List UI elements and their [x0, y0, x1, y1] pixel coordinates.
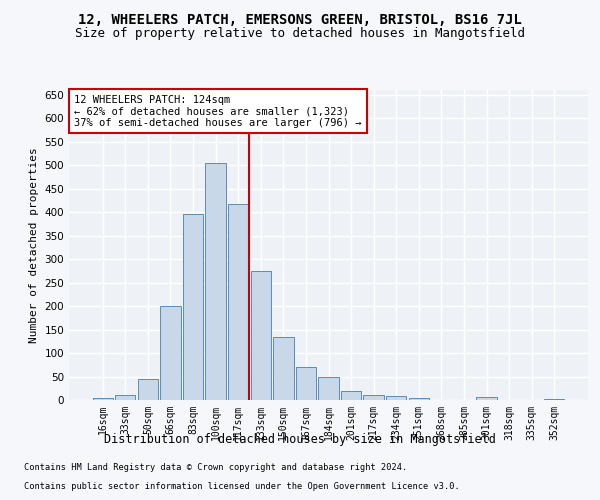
- Text: Contains public sector information licensed under the Open Government Licence v3: Contains public sector information licen…: [24, 482, 460, 491]
- Bar: [183, 214, 203, 400]
- Text: 12 WHEELERS PATCH: 124sqm
← 62% of detached houses are smaller (1,323)
37% of se: 12 WHEELERS PATCH: 124sqm ← 62% of detac…: [74, 94, 362, 128]
- Text: Contains HM Land Registry data © Crown copyright and database right 2024.: Contains HM Land Registry data © Crown c…: [24, 464, 407, 472]
- Bar: [409, 398, 429, 400]
- Bar: [160, 306, 181, 400]
- Bar: [296, 367, 316, 400]
- Bar: [228, 204, 248, 400]
- Text: Size of property relative to detached houses in Mangotsfield: Size of property relative to detached ho…: [75, 28, 525, 40]
- Bar: [205, 163, 226, 400]
- Bar: [92, 398, 113, 400]
- Bar: [115, 396, 136, 400]
- Y-axis label: Number of detached properties: Number of detached properties: [29, 147, 39, 343]
- Bar: [386, 396, 406, 400]
- Text: 12, WHEELERS PATCH, EMERSONS GREEN, BRISTOL, BS16 7JL: 12, WHEELERS PATCH, EMERSONS GREEN, BRIS…: [78, 12, 522, 26]
- Bar: [341, 390, 361, 400]
- Bar: [544, 399, 565, 400]
- Bar: [138, 379, 158, 400]
- Bar: [364, 396, 384, 400]
- Bar: [273, 336, 293, 400]
- Text: Distribution of detached houses by size in Mangotsfield: Distribution of detached houses by size …: [104, 432, 496, 446]
- Bar: [319, 376, 338, 400]
- Bar: [476, 396, 497, 400]
- Bar: [251, 271, 271, 400]
